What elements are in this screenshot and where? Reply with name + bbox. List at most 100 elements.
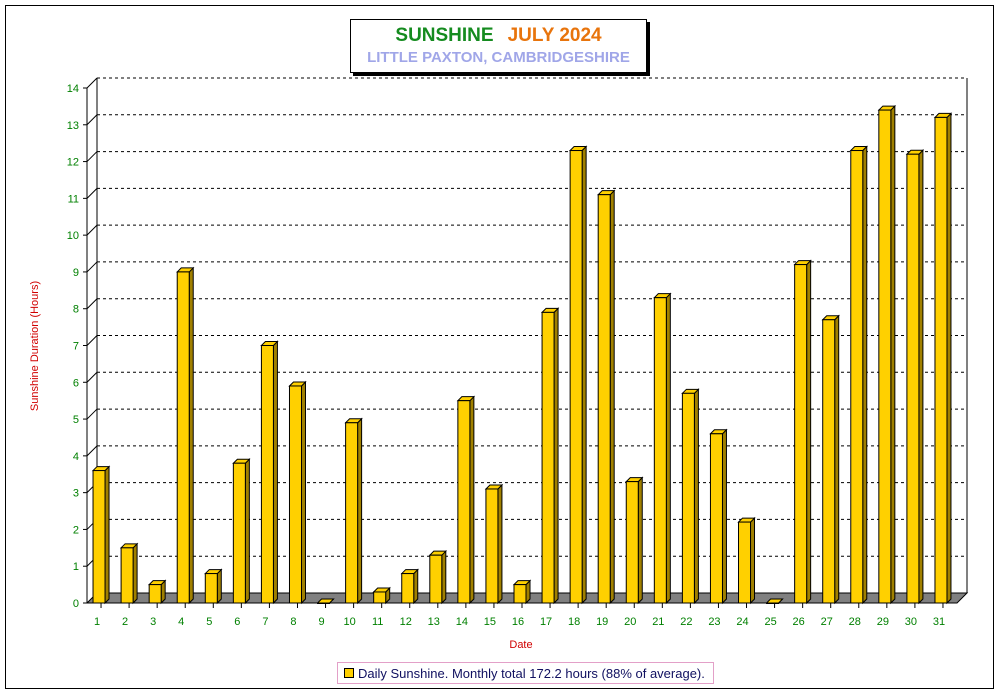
bar-front — [317, 602, 331, 604]
bar — [821, 314, 840, 605]
bar-side — [806, 259, 812, 605]
y-tick-label: 12 — [67, 157, 79, 169]
x-tick-label: 29 — [877, 616, 889, 628]
y-tick-label: 7 — [73, 341, 79, 353]
gridline-connector — [86, 151, 98, 162]
bar-front — [541, 311, 555, 604]
x-tick-label: 13 — [428, 616, 440, 628]
gridline-connector — [86, 114, 98, 126]
bar — [232, 458, 251, 605]
bar-side — [581, 145, 587, 605]
x-tick-label: 16 — [512, 616, 524, 628]
y-tick-label: 8 — [73, 304, 79, 316]
bar-front — [794, 264, 808, 604]
bar — [540, 307, 560, 605]
bar — [653, 292, 672, 605]
bar — [512, 579, 532, 605]
bar-side — [946, 112, 952, 605]
bar-side — [272, 340, 278, 605]
bar — [91, 465, 111, 605]
bar-front — [485, 488, 499, 604]
x-tick-label: 10 — [343, 616, 355, 628]
bar — [849, 145, 868, 605]
x-tick-label: 12 — [400, 616, 412, 628]
bar-front — [878, 109, 892, 604]
gridline-connector — [86, 188, 98, 199]
bar-front — [934, 116, 948, 604]
y-tick-label: 14 — [67, 83, 79, 95]
x-tick-label: 14 — [456, 616, 468, 628]
bar-front — [709, 433, 723, 604]
bar-side — [665, 292, 671, 605]
x-tick-label: 1 — [94, 616, 100, 628]
bar-front — [738, 521, 752, 604]
gridline-connector — [86, 335, 98, 346]
bar-front — [429, 554, 443, 604]
bar-front — [569, 150, 583, 604]
bar — [793, 259, 812, 605]
bar-side — [497, 483, 503, 605]
bar-front — [401, 573, 415, 604]
x-tick-label: 20 — [624, 616, 636, 628]
gridline-connector — [86, 445, 98, 457]
bar-side — [637, 476, 643, 605]
x-tick-label: 31 — [933, 616, 945, 628]
x-tick-label: 3 — [150, 616, 156, 628]
bar-front — [260, 345, 274, 604]
x-tick-label: 15 — [484, 616, 496, 628]
chart-subtitle: LITTLE PAXTON, CAMBRIDGESHIRE — [367, 49, 630, 66]
bar-front — [92, 470, 106, 604]
x-tick-label: 26 — [793, 616, 805, 628]
bar-side — [469, 395, 475, 605]
bar-front — [288, 385, 302, 604]
title-box: SUNSHINE JULY 2024 LITTLE PAXTON, CAMBRID… — [350, 19, 647, 73]
bar-front — [457, 400, 471, 604]
bar — [625, 476, 644, 605]
x-tick-label: 27 — [821, 616, 833, 628]
bars — [91, 104, 953, 605]
bar — [484, 483, 504, 605]
x-tick-label: 25 — [764, 616, 776, 628]
x-tick-labels: 1 2 3 4 5 6 7 8 9 10 11 12 13 14 15 16 17 18 19 20 21 22 23 24 2… — [94, 603, 945, 628]
y-tick-label: 5 — [73, 414, 79, 426]
title-line: SUNSHINE JULY 2024 — [351, 25, 646, 47]
y-tick-label: 6 — [73, 377, 79, 389]
bar — [119, 542, 139, 605]
legend: Daily Sunshine. Monthly total 172.2 hour… — [337, 662, 714, 684]
gridline-connector — [86, 371, 98, 383]
bar-front — [681, 392, 695, 604]
x-tick-label: 11 — [372, 616, 383, 628]
x-tick-label: 6 — [234, 616, 240, 628]
bar-side — [834, 314, 840, 605]
y-tick-label: 0 — [73, 598, 79, 610]
y-axis-title: Sunshine Duration (Hours) — [29, 281, 41, 411]
bar — [877, 104, 897, 605]
gridline-connector — [86, 408, 98, 420]
bar — [288, 380, 307, 605]
bar-side — [862, 145, 868, 605]
bar — [933, 112, 953, 605]
bar-side — [244, 458, 250, 605]
x-axis-title: Date — [509, 639, 532, 651]
bar-front — [766, 602, 780, 604]
bar — [596, 189, 616, 605]
bar — [905, 149, 925, 605]
x-tick-label: 23 — [708, 616, 720, 628]
bar — [428, 549, 448, 605]
bar — [176, 266, 195, 605]
bar — [260, 340, 279, 605]
gridline-connector — [86, 261, 98, 273]
bar-side — [300, 380, 306, 605]
bar-front — [653, 297, 667, 604]
bar-front — [597, 194, 611, 604]
x-tick-label: 30 — [905, 616, 917, 628]
bar — [456, 395, 476, 605]
bar-side — [413, 568, 419, 605]
x-tick-label: 9 — [318, 616, 324, 628]
y-tick-label: 3 — [73, 488, 79, 500]
bar-front — [822, 319, 836, 604]
y-tick-label: 11 — [68, 193, 79, 205]
legend-swatch — [344, 668, 354, 678]
bar-side — [890, 104, 896, 605]
x-tick-label: 24 — [736, 616, 748, 628]
